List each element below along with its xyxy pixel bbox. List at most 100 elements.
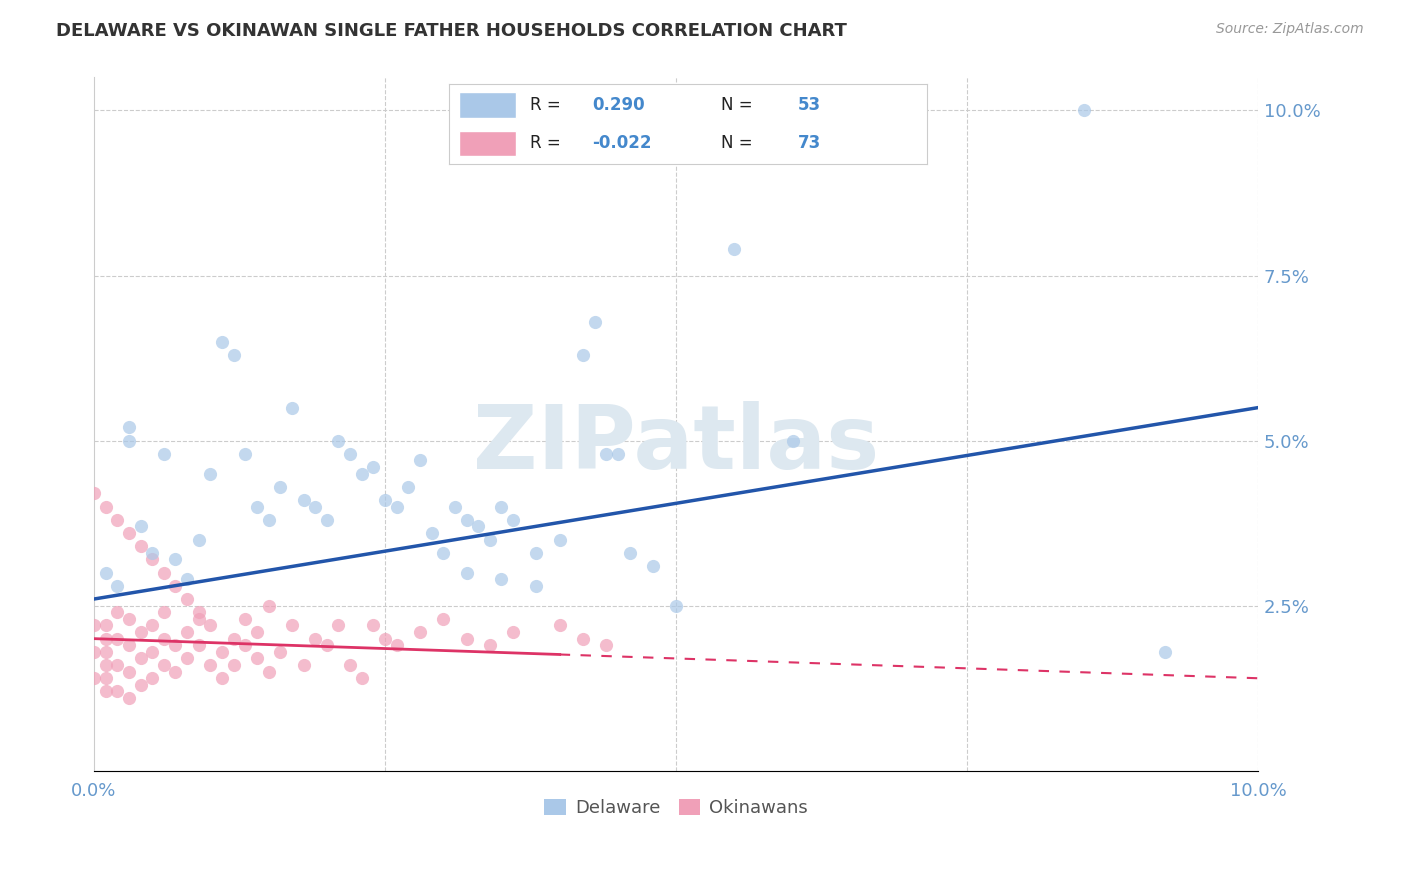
Point	[141, 645, 163, 659]
Point	[548, 618, 571, 632]
Point	[572, 348, 595, 362]
Point	[83, 645, 105, 659]
Point	[118, 612, 141, 626]
Point	[105, 513, 128, 527]
Point	[491, 500, 513, 514]
Point	[118, 638, 141, 652]
Point	[339, 447, 361, 461]
Point	[444, 500, 467, 514]
Point	[350, 467, 373, 481]
Point	[152, 658, 174, 673]
Point	[339, 658, 361, 673]
Point	[165, 638, 187, 652]
Point	[83, 618, 105, 632]
Point	[723, 242, 745, 256]
Point	[94, 632, 117, 646]
Point	[374, 493, 396, 508]
Point	[200, 467, 222, 481]
Point	[502, 513, 524, 527]
Point	[257, 513, 280, 527]
Point	[619, 546, 641, 560]
Point	[152, 632, 174, 646]
Point	[105, 579, 128, 593]
Point	[246, 625, 269, 640]
Point	[420, 526, 443, 541]
Point	[222, 632, 245, 646]
Point	[129, 539, 152, 553]
Point	[246, 651, 269, 665]
Point	[456, 566, 478, 580]
Point	[118, 665, 141, 679]
Point	[478, 638, 501, 652]
Point	[165, 552, 187, 566]
Point	[595, 638, 617, 652]
Point	[94, 500, 117, 514]
Point	[141, 552, 163, 566]
Text: ZIPatlas: ZIPatlas	[472, 401, 879, 488]
Point	[211, 645, 233, 659]
Point	[118, 434, 141, 448]
Point	[187, 605, 209, 619]
Point	[94, 658, 117, 673]
Point	[315, 638, 337, 652]
Point	[409, 453, 432, 467]
Point	[526, 546, 548, 560]
Point	[292, 658, 315, 673]
Point	[83, 486, 105, 500]
Point	[105, 658, 128, 673]
Point	[292, 493, 315, 508]
Point	[94, 671, 117, 685]
Point	[129, 651, 152, 665]
Point	[328, 434, 350, 448]
Point	[187, 638, 209, 652]
Point	[257, 665, 280, 679]
Point	[129, 519, 152, 533]
Point	[363, 618, 385, 632]
Point	[152, 447, 174, 461]
Point	[328, 618, 350, 632]
Point	[152, 605, 174, 619]
Point	[1073, 103, 1095, 118]
Point	[374, 632, 396, 646]
Point	[548, 533, 571, 547]
Text: Source: ZipAtlas.com: Source: ZipAtlas.com	[1216, 22, 1364, 37]
Point	[141, 618, 163, 632]
Point	[583, 315, 606, 329]
Point	[456, 632, 478, 646]
Point	[94, 566, 117, 580]
Point	[187, 533, 209, 547]
Point	[467, 519, 489, 533]
Point	[315, 513, 337, 527]
Point	[105, 605, 128, 619]
Point	[176, 625, 198, 640]
Point	[269, 645, 291, 659]
Point	[94, 645, 117, 659]
Point	[118, 420, 141, 434]
Point	[607, 447, 630, 461]
Point	[200, 658, 222, 673]
Point	[222, 348, 245, 362]
Point	[363, 460, 385, 475]
Point	[105, 632, 128, 646]
Point	[233, 612, 256, 626]
Point	[641, 559, 664, 574]
Point	[478, 533, 501, 547]
Point	[502, 625, 524, 640]
Point	[141, 546, 163, 560]
Point	[665, 599, 688, 613]
Point	[211, 671, 233, 685]
Point	[211, 334, 233, 349]
Point	[141, 671, 163, 685]
Point	[222, 658, 245, 673]
Point	[304, 632, 326, 646]
Point	[129, 678, 152, 692]
Point	[281, 618, 304, 632]
Point	[129, 625, 152, 640]
Point	[176, 651, 198, 665]
Point	[200, 618, 222, 632]
Point	[281, 401, 304, 415]
Point	[304, 500, 326, 514]
Point	[396, 480, 419, 494]
Point	[118, 691, 141, 706]
Point	[385, 500, 408, 514]
